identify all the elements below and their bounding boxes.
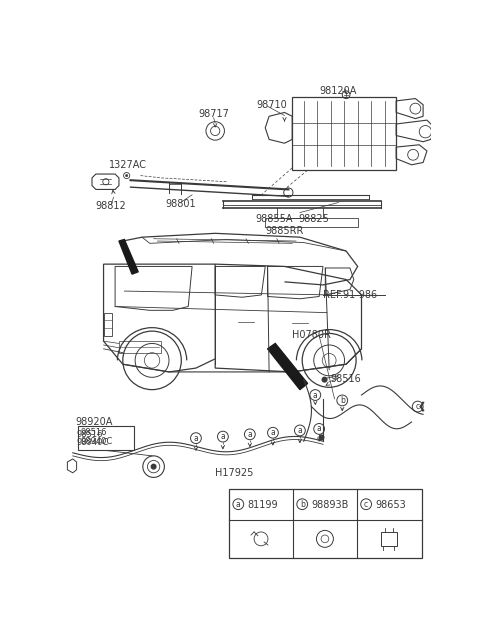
- Polygon shape: [119, 240, 138, 274]
- Text: a: a: [298, 426, 302, 435]
- Text: 98120A: 98120A: [319, 86, 357, 96]
- Text: 98653: 98653: [375, 499, 406, 509]
- Text: 98801: 98801: [165, 199, 196, 209]
- Circle shape: [319, 435, 324, 440]
- Circle shape: [151, 464, 156, 469]
- Circle shape: [322, 377, 327, 382]
- Text: a: a: [313, 391, 318, 399]
- Text: 98516: 98516: [77, 430, 103, 438]
- Text: a: a: [193, 433, 198, 443]
- Text: 1327AC: 1327AC: [109, 160, 147, 170]
- Bar: [381, 532, 396, 546]
- Text: c: c: [416, 402, 420, 411]
- Text: 98920A: 98920A: [75, 416, 112, 426]
- Bar: [119, 341, 161, 353]
- Text: a: a: [271, 428, 276, 437]
- Text: 98516: 98516: [331, 374, 361, 384]
- Bar: [229, 489, 421, 559]
- Bar: [169, 182, 180, 184]
- Text: 98893B: 98893B: [312, 499, 349, 509]
- Text: H17925: H17925: [215, 468, 253, 478]
- Text: 98940C: 98940C: [77, 438, 109, 447]
- Bar: [265, 218, 358, 227]
- Text: c: c: [364, 499, 368, 509]
- Text: 98717: 98717: [198, 109, 229, 119]
- Bar: [104, 313, 112, 336]
- Text: 98825: 98825: [299, 214, 329, 224]
- Text: 98710: 98710: [256, 100, 287, 110]
- Circle shape: [125, 174, 128, 177]
- Polygon shape: [267, 343, 308, 389]
- Text: a: a: [236, 499, 240, 509]
- Text: H0780R: H0780R: [292, 330, 331, 340]
- Text: 98855A: 98855A: [255, 214, 293, 224]
- Text: REF.91-986: REF.91-986: [323, 289, 377, 299]
- Bar: [78, 426, 133, 450]
- Text: 81199: 81199: [248, 499, 278, 509]
- Text: b: b: [300, 499, 305, 509]
- Text: 98812: 98812: [96, 201, 127, 211]
- Text: a: a: [317, 425, 322, 433]
- Bar: [292, 97, 396, 170]
- Text: b: b: [340, 396, 345, 405]
- Text: a: a: [248, 430, 252, 439]
- Text: 98516: 98516: [81, 428, 107, 437]
- Text: 9885RR: 9885RR: [265, 226, 304, 236]
- Text: a: a: [220, 432, 225, 441]
- Text: 98940C: 98940C: [81, 437, 113, 447]
